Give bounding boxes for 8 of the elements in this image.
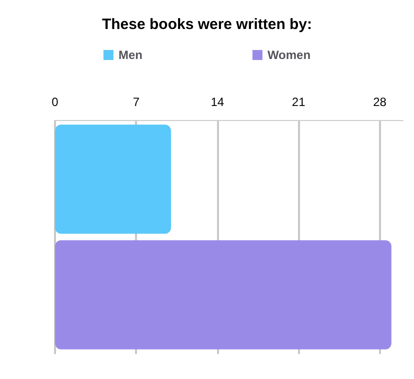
x-tick-label: 0 [52,95,59,109]
x-tick-label: 7 [132,95,140,109]
x-tick-label: 21 [292,95,306,109]
x-tick-label: 28 [373,95,387,109]
legend-label: Women [267,48,311,62]
chart-title: These books were written by: [102,16,312,33]
x-tick-label: 14 [210,95,224,109]
legend-label: Men [118,48,142,62]
